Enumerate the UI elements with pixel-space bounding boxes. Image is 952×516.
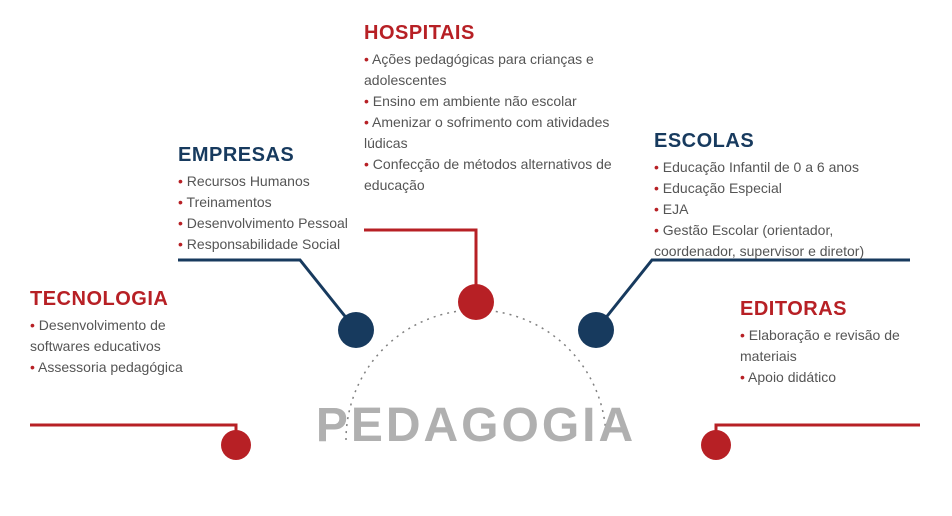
list-item: Gestão Escolar (orientador, coordenador,…	[654, 220, 914, 262]
branch-list-editoras: Elaboração e revisão de materiaisApoio d…	[740, 325, 920, 388]
list-item: Ensino em ambiente não escolar	[364, 91, 614, 112]
connector-editoras	[716, 425, 920, 445]
branch-list-hospitais: Ações pedagógicas para crianças e adoles…	[364, 49, 614, 196]
list-item: Desenvolvimento de softwares educativos	[30, 315, 210, 357]
branch-title-tecnologia: TECNOLOGIA	[30, 288, 210, 311]
branch-hospitais: HOSPITAIS Ações pedagógicas para crianças…	[364, 22, 614, 196]
list-item: Desenvolvimento Pessoal	[178, 213, 378, 234]
list-item: EJA	[654, 199, 914, 220]
branch-empresas: EMPRESAS Recursos HumanosTreinamentosDese…	[178, 144, 378, 255]
list-item: Responsabilidade Social	[178, 234, 378, 255]
list-item: Confecção de métodos alternativos de edu…	[364, 154, 614, 196]
branch-escolas: ESCOLAS Educação Infantil de 0 a 6 anosEd…	[654, 130, 914, 262]
connector-tecnologia	[30, 425, 236, 445]
branch-tecnologia: TECNOLOGIA Desenvolvimento de softwares e…	[30, 288, 210, 378]
node-tecnologia	[221, 430, 251, 460]
list-item: Assessoria pedagógica	[30, 357, 210, 378]
branch-editoras: EDITORAS Elaboração e revisão de materiai…	[740, 298, 920, 388]
branch-title-editoras: EDITORAS	[740, 298, 920, 321]
list-item: Recursos Humanos	[178, 171, 378, 192]
node-hospitais	[458, 284, 494, 320]
branch-title-escolas: ESCOLAS	[654, 130, 914, 153]
list-item: Ações pedagógicas para crianças e adoles…	[364, 49, 614, 91]
branch-list-escolas: Educação Infantil de 0 a 6 anosEducação …	[654, 157, 914, 262]
branch-title-empresas: EMPRESAS	[178, 144, 378, 167]
node-escolas	[578, 312, 614, 348]
branch-list-empresas: Recursos HumanosTreinamentosDesenvolvime…	[178, 171, 378, 255]
branch-title-hospitais: HOSPITAIS	[364, 22, 614, 45]
list-item: Treinamentos	[178, 192, 378, 213]
center-title: PEDAGOGIA	[316, 398, 636, 453]
list-item: Educação Especial	[654, 178, 914, 199]
list-item: Apoio didático	[740, 367, 920, 388]
connector-hospitais	[364, 230, 476, 302]
list-item: Educação Infantil de 0 a 6 anos	[654, 157, 914, 178]
list-item: Amenizar o sofrimento com atividades lúd…	[364, 112, 614, 154]
branch-list-tecnologia: Desenvolvimento de softwares educativosA…	[30, 315, 210, 378]
node-editoras	[701, 430, 731, 460]
list-item: Elaboração e revisão de materiais	[740, 325, 920, 367]
node-empresas	[338, 312, 374, 348]
